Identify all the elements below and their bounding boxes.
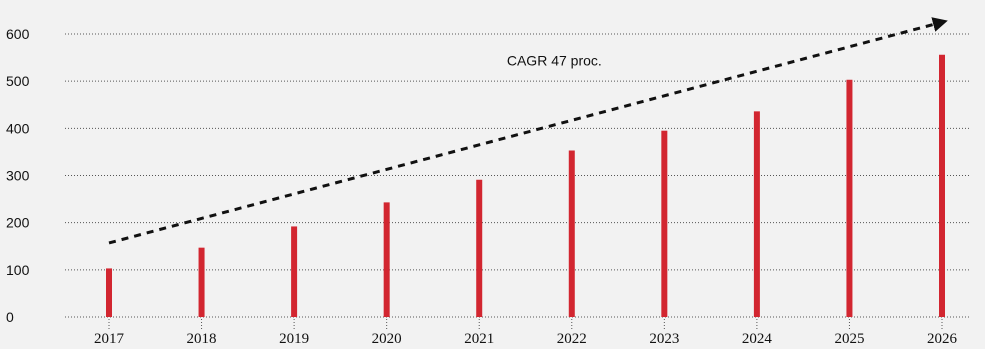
bar-2018 — [198, 247, 205, 317]
x-tick-label: 2018 — [187, 331, 217, 347]
trend-arrow — [108, 17, 948, 245]
y-tick-label: 400 — [6, 120, 30, 136]
bar-2019 — [291, 226, 298, 317]
bar-2023 — [661, 130, 668, 317]
bar-2025 — [846, 79, 853, 317]
bar-2021 — [476, 179, 483, 317]
x-tick-label: 2025 — [834, 331, 864, 347]
bar-2024 — [753, 111, 760, 317]
y-axis: 0 100 200 300 400 500 600 — [6, 26, 30, 325]
y-tick-label: 200 — [6, 215, 30, 231]
x-tick-label: 2022 — [557, 331, 587, 347]
y-tick-label: 500 — [6, 73, 30, 89]
bar-2026 — [939, 54, 945, 318]
x-tick-label: 2023 — [649, 331, 679, 347]
bars — [106, 54, 945, 318]
gridlines — [65, 33, 970, 318]
x-axis: 2017 2018 2019 2020 2021 2022 2023 2024 2025 2026 — [94, 319, 958, 347]
x-tick-label: 2026 — [927, 331, 958, 347]
x-tick-label: 2020 — [372, 331, 402, 347]
y-tick-label: 100 — [6, 262, 30, 278]
bar-2020 — [383, 202, 390, 317]
x-tick-label: 2021 — [464, 331, 494, 347]
y-tick-label: 300 — [6, 168, 30, 184]
bar-2017 — [106, 268, 112, 317]
x-tick-label: 2024 — [742, 331, 773, 347]
x-tick-label: 2019 — [279, 331, 309, 347]
bar-2022 — [568, 150, 575, 317]
x-tick-label: 2017 — [94, 331, 125, 347]
y-tick-label: 600 — [6, 26, 30, 42]
cagr-annotation: CAGR 47 proc. — [507, 53, 602, 69]
y-tick-label: 0 — [6, 309, 14, 325]
